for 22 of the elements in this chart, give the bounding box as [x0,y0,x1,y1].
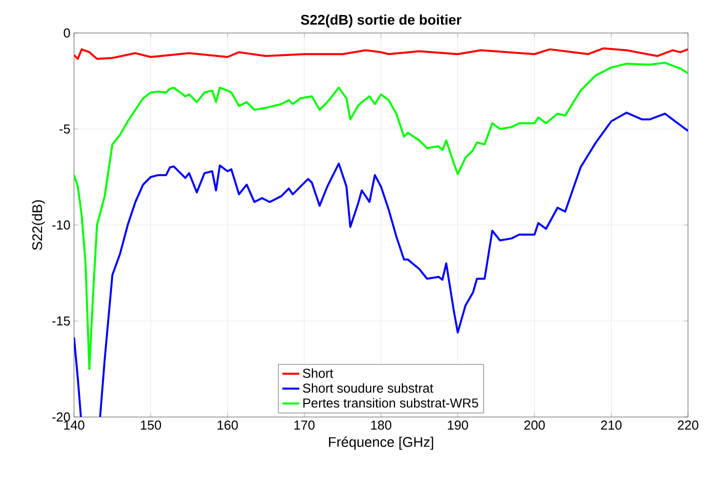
y-tick-label: -15 [52,316,70,326]
chart-title: S22(dB) sortie de boitier [300,14,462,28]
x-tick-label: 170 [294,420,315,430]
x-tick-label: 160 [218,420,238,430]
x-tick-label: 150 [140,420,162,430]
y-tick-label: 0 [64,28,70,38]
x-tick-label: 200 [524,420,545,430]
line-series [74,47,688,60]
x-tick-label: 140 [64,420,84,430]
y-tick-label: -10 [52,220,70,230]
line-series [74,62,688,370]
x-tick-label: 210 [601,420,622,430]
legend-label: Short soudure substrat [302,383,434,393]
x-tick-label: 190 [448,420,468,430]
y-tick-label: -20 [52,412,70,422]
x-axis-title: Fréquence [GHz] [329,436,434,450]
y-tick-label: -5 [60,124,70,134]
x-tick-label: 220 [678,420,698,430]
y-axis-title: S22(dB) [32,200,45,250]
legend-label: Short [302,368,334,378]
x-tick-label: 180 [371,420,392,430]
legend-label: Pertes transition substrat-WR5 [303,398,478,408]
